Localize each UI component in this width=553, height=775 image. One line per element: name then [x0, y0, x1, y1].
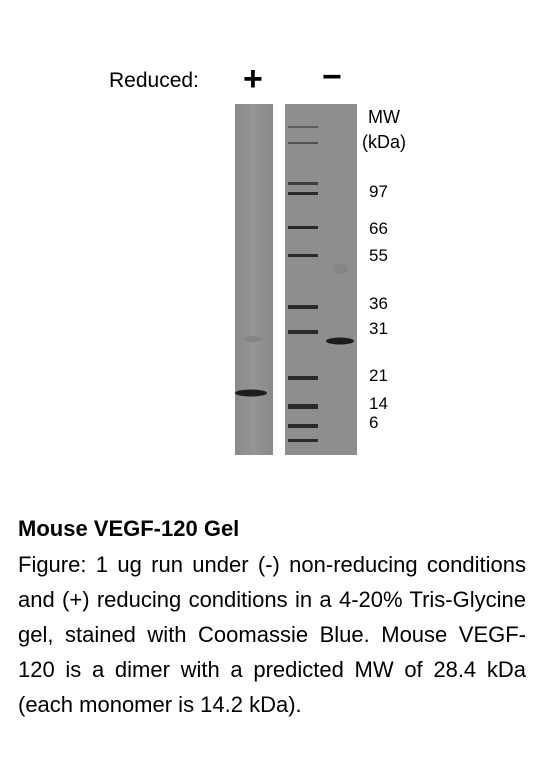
- lane-minus-sign: −: [322, 58, 342, 96]
- mw-tick-31: 31: [369, 319, 388, 338]
- mw-tick-97: 97: [369, 182, 388, 201]
- gel-lane-reduced-image: [235, 104, 273, 455]
- gel-lane-reduced: [235, 104, 273, 455]
- gel-ladder-image: [285, 104, 357, 455]
- monomer-band: [235, 389, 267, 397]
- mw-axis-title: MW (kDa): [362, 105, 406, 155]
- caption-body: Figure: 1 ug run under (-) non-reducing …: [18, 552, 526, 717]
- faint-band: [244, 336, 262, 342]
- ladder-bands: [288, 126, 318, 442]
- mw-tick-66: 66: [369, 219, 388, 238]
- mw-tick-6: 6: [369, 413, 379, 432]
- caption-title: Mouse VEGF-120 Gel: [18, 516, 240, 541]
- mw-title-line1: MW: [368, 107, 400, 127]
- faint-smear: [334, 264, 348, 274]
- mw-title-line2: (kDa): [362, 132, 406, 152]
- gel-lane-nonreduced-ladder: [285, 104, 357, 455]
- mw-tick-36: 36: [369, 294, 388, 313]
- mw-tick-14: 14: [369, 394, 388, 413]
- dimer-band: [326, 337, 354, 345]
- reduced-label: Reduced:: [109, 69, 199, 92]
- lane-plus-sign: +: [243, 60, 263, 98]
- mw-tick-55: 55: [369, 246, 388, 265]
- mw-tick-21: 21: [369, 366, 388, 385]
